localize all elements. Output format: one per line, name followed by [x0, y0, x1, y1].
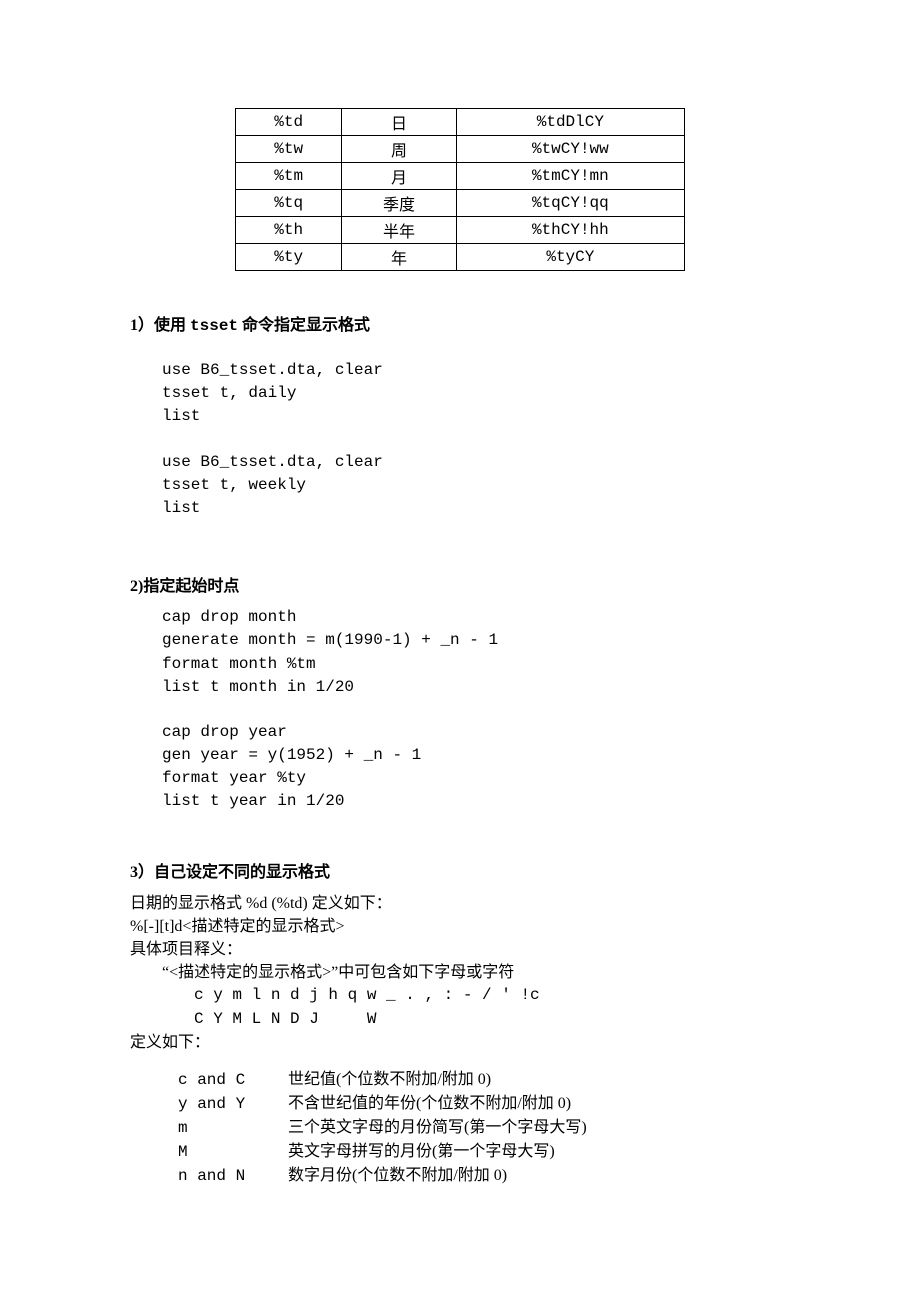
unit-cell: 月 [342, 163, 456, 190]
unit-cell: 季度 [342, 190, 456, 217]
spacer [130, 345, 790, 359]
table-row: %tw周%twCY!ww [236, 136, 685, 163]
table-row: %ty年%tyCY [236, 244, 685, 271]
example-cell: %tdDlCY [456, 109, 684, 136]
fmt-cell: %tq [236, 190, 342, 217]
heading-text: 1）使用 [130, 317, 190, 334]
spacer [130, 429, 790, 451]
definition-term: M [178, 1140, 288, 1164]
unit-cell: 半年 [342, 217, 456, 244]
unit-cell: 周 [342, 136, 456, 163]
section-1-heading: 1）使用 tsset 命令指定显示格式 [130, 311, 790, 335]
spacer [130, 814, 790, 828]
body-line-indent: “<描述特定的显示格式>”中可包含如下字母或字符 [162, 961, 790, 984]
definition-term: m [178, 1116, 288, 1140]
section-2-heading: 2)指定起始时点 [130, 572, 790, 596]
definition-term: n and N [178, 1164, 288, 1188]
body-line: 日期的显示格式 %d (%td) 定义如下： [130, 892, 790, 915]
unit-cell: 日 [342, 109, 456, 136]
code-block: use B6_tsset.dta, clear tsset t, weekly … [162, 451, 790, 521]
example-cell: %thCY!hh [456, 217, 684, 244]
definition-desc: 世纪值(个位数不附加/附加 0) [288, 1068, 491, 1092]
definition-list: c and C世纪值(个位数不附加/附加 0)y and Y不含世纪值的年份(个… [178, 1068, 790, 1188]
table-row: %th半年%thCY!hh [236, 217, 685, 244]
example-cell: %tqCY!qq [456, 190, 684, 217]
char-line: C Y M L N D J W [194, 1008, 790, 1031]
body-line: 定义如下： [130, 1031, 790, 1054]
definition-desc: 不含世纪值的年份(个位数不附加/附加 0) [288, 1092, 571, 1116]
spacer [130, 1054, 790, 1068]
fmt-cell: %th [236, 217, 342, 244]
definition-term: c and C [178, 1068, 288, 1092]
fmt-cell: %ty [236, 244, 342, 271]
definition-row: m三个英文字母的月份简写(第一个字母大写) [178, 1116, 790, 1140]
table-row: %tm月%tmCY!mn [236, 163, 685, 190]
spacer [130, 520, 790, 542]
spacer [130, 699, 790, 721]
table-row: %td日%tdDlCY [236, 109, 685, 136]
table-row: %tq季度%tqCY!qq [236, 190, 685, 217]
definition-desc: 三个英文字母的月份简写(第一个字母大写) [288, 1116, 587, 1140]
body-line: 具体项目释义： [130, 938, 790, 961]
code-block: use B6_tsset.dta, clear tsset t, daily l… [162, 359, 790, 429]
definition-row: n and N数字月份(个位数不附加/附加 0) [178, 1164, 790, 1188]
char-line: c y m l n d j h q w _ . , : - / ' !c [194, 984, 790, 1007]
definition-row: c and C世纪值(个位数不附加/附加 0) [178, 1068, 790, 1092]
definition-desc: 英文字母拼写的月份(第一个字母大写) [288, 1140, 555, 1164]
definition-row: M英文字母拼写的月份(第一个字母大写) [178, 1140, 790, 1164]
example-cell: %twCY!ww [456, 136, 684, 163]
heading-text-suffix: 命令指定显示格式 [238, 317, 370, 334]
code-block: cap drop year gen year = y(1952) + _n - … [162, 721, 790, 814]
fmt-cell: %tw [236, 136, 342, 163]
example-cell: %tyCY [456, 244, 684, 271]
heading-mono: tsset [190, 317, 238, 335]
section-3-heading: 3）自己设定不同的显示格式 [130, 858, 790, 882]
definition-desc: 数字月份(个位数不附加/附加 0) [288, 1164, 507, 1188]
definition-term: y and Y [178, 1092, 288, 1116]
body-line: %[-][t]d<描述特定的显示格式> [130, 915, 790, 938]
format-table-body: %td日%tdDlCY%tw周%twCY!ww%tm月%tmCY!mn%tq季度… [236, 109, 685, 271]
example-cell: %tmCY!mn [456, 163, 684, 190]
format-table: %td日%tdDlCY%tw周%twCY!ww%tm月%tmCY!mn%tq季度… [235, 108, 685, 271]
definition-row: y and Y不含世纪值的年份(个位数不附加/附加 0) [178, 1092, 790, 1116]
code-block: cap drop month generate month = m(1990-1… [162, 606, 790, 699]
unit-cell: 年 [342, 244, 456, 271]
document-page: %td日%tdDlCY%tw周%twCY!ww%tm月%tmCY!mn%tq季度… [0, 0, 920, 1302]
fmt-cell: %td [236, 109, 342, 136]
fmt-cell: %tm [236, 163, 342, 190]
